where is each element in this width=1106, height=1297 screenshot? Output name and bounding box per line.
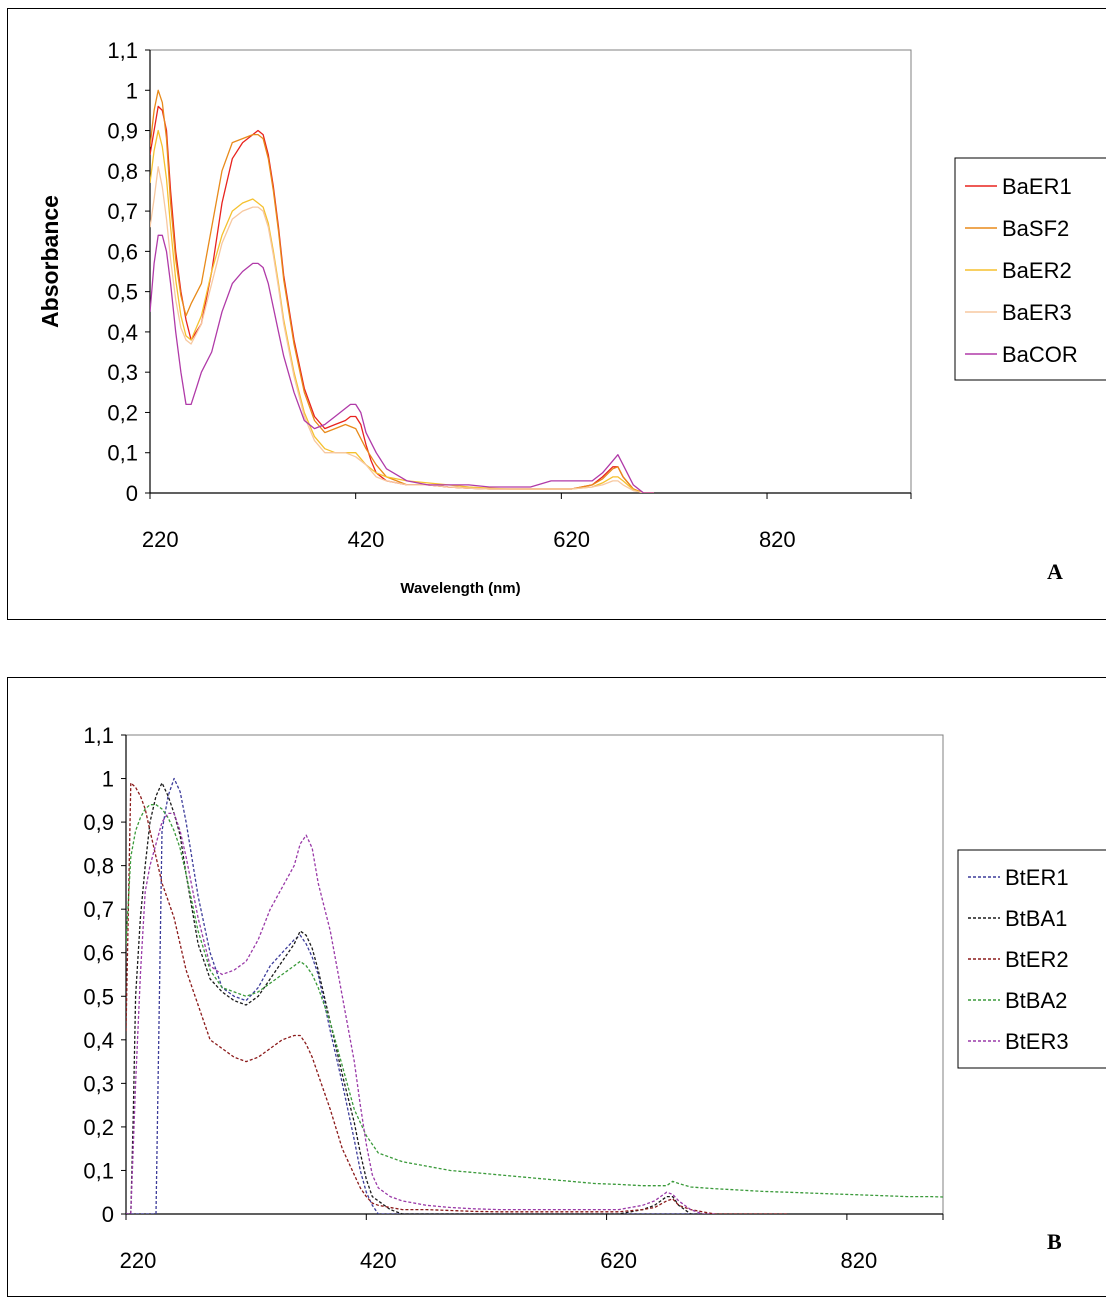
x-tick-label: 820 <box>759 527 796 552</box>
legend-box <box>954 157 1106 381</box>
legend-label: BtBA2 <box>1005 988 1067 1013</box>
y-tick-label: 0,2 <box>107 400 138 425</box>
y-tick-label: 0,7 <box>83 897 114 922</box>
y-tick-label: 0,3 <box>107 360 138 385</box>
x-tick-label: 620 <box>553 527 590 552</box>
x-tick-label: 420 <box>348 527 385 552</box>
x-tick-label: 420 <box>360 1248 397 1273</box>
y-tick-label: 0,9 <box>107 119 138 144</box>
x-axis-title: Wavelength (nm) <box>400 580 520 597</box>
legend-label: BaER1 <box>1002 174 1072 199</box>
legend-label: BtER1 <box>1005 865 1069 890</box>
series-line-bacor <box>150 234 654 493</box>
y-tick-label: 0 <box>102 1202 114 1227</box>
x-tick-label: 220 <box>120 1248 157 1273</box>
legend-label: BaER3 <box>1002 300 1072 325</box>
legend-label: BtBA1 <box>1005 906 1067 931</box>
legend-label: BaER2 <box>1002 258 1072 283</box>
y-tick-label: 0,8 <box>107 159 138 184</box>
y-tick-label: 0,1 <box>107 441 138 466</box>
y-tick-label: 0,6 <box>107 239 138 264</box>
y-tick-label: 0,5 <box>107 280 138 305</box>
legend-label: BaCOR <box>1002 342 1078 367</box>
y-tick-label: 0,6 <box>83 941 114 966</box>
series-line-bter2 <box>126 782 787 1214</box>
y-tick-label: 0,4 <box>83 1028 114 1053</box>
y-tick-label: 1,1 <box>107 38 138 63</box>
y-tick-label: 0,3 <box>83 1071 114 1096</box>
legend-box <box>957 849 1106 1069</box>
x-tick-label: 220 <box>142 527 179 552</box>
series-line-bter3 <box>126 812 715 1214</box>
series-line-btba2 <box>126 804 943 1198</box>
y-axis-title: Absorbance <box>37 195 63 328</box>
y-tick-label: 0,1 <box>83 1158 114 1183</box>
y-tick-label: 1,1 <box>83 723 114 748</box>
y-tick-label: 0,2 <box>83 1115 114 1140</box>
y-tick-label: 0,5 <box>83 984 114 1009</box>
y-tick-label: 1 <box>126 78 138 103</box>
legend-label: BtER2 <box>1005 947 1069 972</box>
y-tick-label: 0,4 <box>107 320 138 345</box>
y-tick-label: 0 <box>126 481 138 506</box>
y-tick-label: 0,9 <box>83 810 114 835</box>
chart-a-svg: 0 0,1 0,2 0,3 0,4 0,5 0,6 0,7 0,8 0,9 1 1,1 220 420 62… <box>37 38 1106 597</box>
y-tick-label: 1 <box>102 767 114 792</box>
y-tick-label: 0,7 <box>107 199 138 224</box>
series-line-baer3 <box>150 166 654 493</box>
x-tick-label: 820 <box>841 1248 878 1273</box>
plot-area <box>125 734 944 1215</box>
panel-label: A <box>1047 559 1063 584</box>
legend-label: BtER3 <box>1005 1029 1069 1054</box>
panel-label: B <box>1047 1229 1062 1254</box>
legend-label: BaSF2 <box>1002 216 1069 241</box>
x-tick-label: 620 <box>600 1248 637 1273</box>
y-tick-label: 0,8 <box>83 854 114 879</box>
